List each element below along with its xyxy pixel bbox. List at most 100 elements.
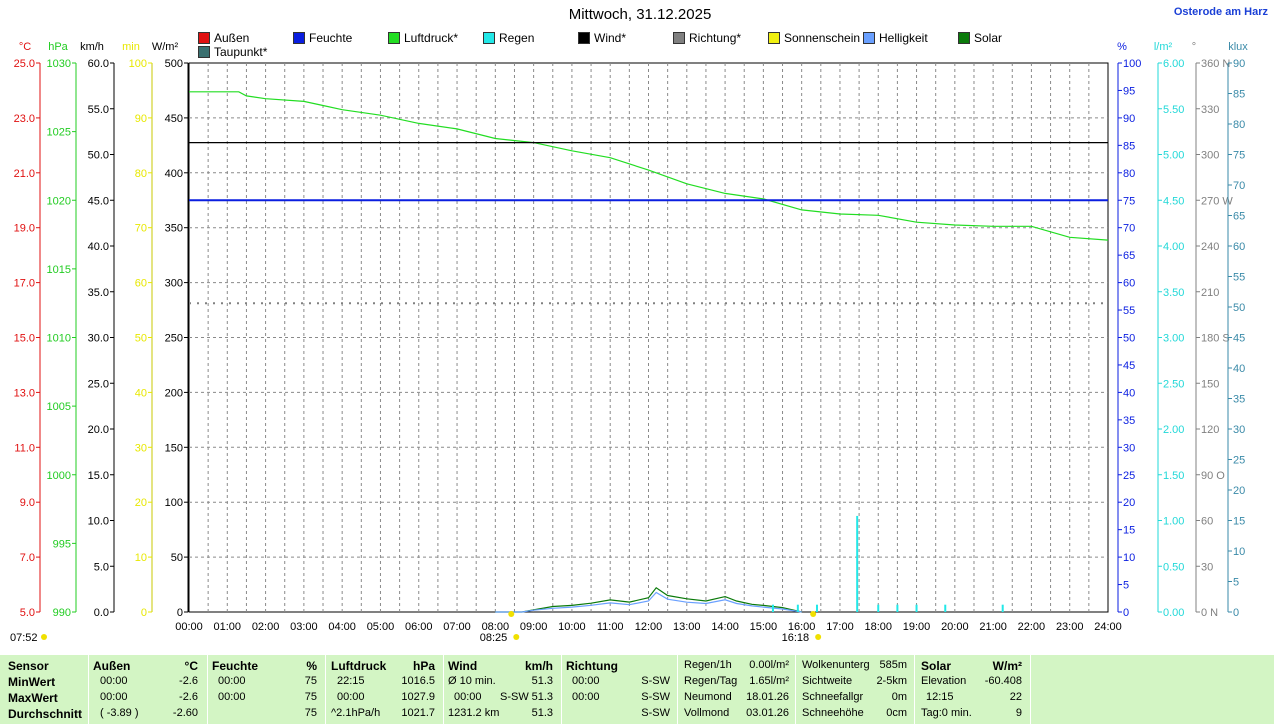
wind-direction: S-SW bbox=[500, 691, 529, 703]
x-tick-label: 00:00 bbox=[175, 621, 203, 633]
direction-value: S-SW bbox=[641, 707, 670, 719]
right-axis-label: 75 bbox=[1123, 195, 1135, 207]
left-axis-label: 150 bbox=[165, 442, 183, 454]
left-axis-label: 0 bbox=[141, 607, 147, 619]
left-axis-label: 30.0 bbox=[88, 333, 109, 345]
legend-item: Solar bbox=[958, 31, 1002, 45]
humidity-value: 75 bbox=[304, 691, 317, 703]
right-axis-label: 55 bbox=[1123, 305, 1135, 317]
legend-item: Wind* bbox=[578, 31, 626, 45]
right-axis-label: 1.50 bbox=[1163, 470, 1184, 482]
legend-item: Feuchte bbox=[293, 31, 352, 45]
left-axis-label: 300 bbox=[165, 278, 183, 290]
right-axis-label: 2.00 bbox=[1163, 424, 1184, 436]
right-axis-label: 3.50 bbox=[1163, 287, 1184, 299]
rain-label: Vollmond bbox=[684, 707, 730, 719]
sunset-marker bbox=[810, 611, 817, 617]
left-axis-label: 25.0 bbox=[14, 58, 35, 70]
wind-value: 51.3 bbox=[531, 675, 553, 687]
cloud-value: 0cm bbox=[886, 707, 907, 719]
right-axis-unit: ° bbox=[1192, 41, 1196, 53]
left-axis-label: 1000 bbox=[47, 470, 71, 482]
right-axis-label: 15 bbox=[1123, 525, 1135, 537]
x-tick-label: 07:00 bbox=[443, 621, 471, 633]
sun-icon bbox=[513, 634, 520, 640]
humidity-header: Feuchte bbox=[212, 659, 259, 673]
right-axis-label: 35 bbox=[1233, 394, 1245, 406]
sunrise-marker bbox=[508, 611, 515, 617]
sensor-header: Sensor bbox=[8, 659, 49, 673]
x-tick-label: 12:00 bbox=[635, 621, 663, 633]
legend-item: Richtung* bbox=[673, 31, 741, 45]
legend-label: Richtung* bbox=[689, 31, 742, 45]
outdoor-value: -2.6 bbox=[179, 691, 198, 703]
left-axis-label: 17.0 bbox=[14, 278, 35, 290]
station-link[interactable]: Osterode am Harz bbox=[1173, 6, 1268, 18]
left-axis-label: 5.0 bbox=[20, 607, 35, 619]
right-axis-label: 45 bbox=[1233, 333, 1245, 345]
left-axis-label: 20.0 bbox=[88, 424, 109, 436]
left-axis-label: 80 bbox=[135, 168, 147, 180]
right-axis-label: 45 bbox=[1123, 360, 1135, 372]
left-axis-label: 13.0 bbox=[14, 387, 35, 399]
left-axis-label: 90 bbox=[135, 113, 147, 125]
outdoor-unit: °C bbox=[184, 659, 198, 673]
series-line-hPa bbox=[189, 91, 1109, 241]
x-tick-label: 22:00 bbox=[1018, 621, 1046, 633]
direction-time: 00:00 bbox=[572, 675, 600, 687]
left-axis-label: 60.0 bbox=[88, 58, 109, 70]
pressure-value: 1016.5 bbox=[401, 675, 435, 687]
left-axis-unit: W/m² bbox=[152, 41, 179, 53]
right-axis-label: 1.00 bbox=[1163, 516, 1184, 528]
right-axis-label: 60 bbox=[1123, 278, 1135, 290]
right-axis-label: 30 bbox=[1123, 442, 1135, 454]
right-axis-label: 2.50 bbox=[1163, 378, 1184, 390]
left-axis-label: 9.0 bbox=[20, 497, 35, 509]
x-tick-label: 10:00 bbox=[558, 621, 586, 633]
right-axis-label: 55 bbox=[1233, 272, 1245, 284]
x-tick-label: 03:00 bbox=[290, 621, 318, 633]
rain-label: Regen/Tag bbox=[684, 675, 738, 687]
pressure-unit: hPa bbox=[412, 659, 435, 673]
left-axis-label: 7.0 bbox=[20, 552, 35, 564]
left-axis-label: 10.0 bbox=[88, 516, 109, 528]
left-axis-label: 1020 bbox=[47, 195, 71, 207]
x-tick-label: 23:00 bbox=[1056, 621, 1084, 633]
legend-item: Sonnenschein bbox=[768, 31, 860, 45]
right-axis-label: 70 bbox=[1123, 223, 1135, 235]
left-axis-label: 1010 bbox=[47, 333, 71, 345]
x-tick-label: 04:00 bbox=[328, 621, 356, 633]
legend-label: Regen bbox=[499, 31, 535, 45]
outdoor-time: 00:00 bbox=[100, 675, 128, 687]
rain-bar bbox=[944, 604, 947, 612]
right-axis-label: 80 bbox=[1233, 119, 1245, 131]
panel-divider bbox=[1030, 655, 1031, 724]
rain-value: 1.65l/m² bbox=[749, 675, 789, 687]
rain-bar bbox=[896, 604, 899, 612]
rain-value: 03.01.26 bbox=[746, 707, 789, 719]
right-axis-label: 10 bbox=[1233, 546, 1245, 558]
legend-item: Taupunkt* bbox=[198, 45, 267, 59]
right-axis-label: 300 bbox=[1201, 150, 1219, 162]
wind-unit: km/h bbox=[524, 659, 553, 673]
right-axis-label: 3.00 bbox=[1163, 333, 1184, 345]
right-axis-label: 75 bbox=[1233, 150, 1245, 162]
wind-time: Ø 10 min. bbox=[448, 675, 496, 687]
sensor-row-label: MinWert bbox=[8, 675, 56, 689]
left-axis-label: 40.0 bbox=[88, 241, 109, 253]
rain-bar bbox=[856, 515, 859, 612]
wind-header: Wind bbox=[448, 659, 478, 673]
cloud-label: Wolkenunterg bbox=[802, 659, 870, 671]
right-axis-label: 60 bbox=[1233, 241, 1245, 253]
left-axis-label: 1005 bbox=[47, 401, 71, 413]
direction-header: Richtung bbox=[566, 659, 618, 673]
left-axis-label: 100 bbox=[129, 58, 147, 70]
x-tick-label: 24:00 bbox=[1094, 621, 1122, 633]
left-axis-label: 11.0 bbox=[14, 442, 35, 454]
left-axis-label: 45.0 bbox=[88, 195, 109, 207]
panel-divider bbox=[914, 655, 915, 724]
right-axis-label: 65 bbox=[1233, 211, 1245, 223]
right-axis-label: 4.00 bbox=[1163, 241, 1184, 253]
cloud-label: Sichtweite bbox=[802, 675, 853, 687]
rain-label: Neumond bbox=[684, 691, 732, 703]
